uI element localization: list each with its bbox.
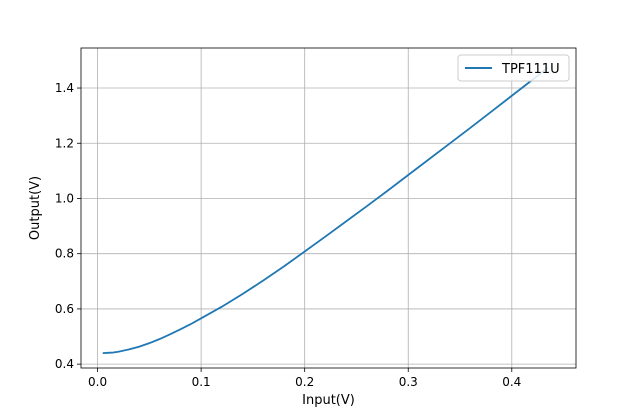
x-tick-label: 0.1 bbox=[192, 375, 211, 389]
x-axis-ticks: 0.0 0.1 0.2 0.3 0.4 bbox=[88, 368, 521, 389]
y-tick-label: 1.2 bbox=[55, 136, 74, 150]
grid bbox=[81, 48, 576, 368]
legend: TPF111U bbox=[457, 54, 570, 82]
x-tick-label: 0.0 bbox=[88, 375, 107, 389]
y-tick-label: 1.4 bbox=[55, 81, 74, 95]
x-tick-label: 0.4 bbox=[502, 375, 521, 389]
y-tick-label: 0.6 bbox=[55, 302, 74, 316]
series-line bbox=[102, 66, 549, 354]
x-tick-label: 0.3 bbox=[399, 375, 418, 389]
plot-frame bbox=[80, 47, 577, 369]
x-axis-label: Input(V) bbox=[302, 393, 355, 408]
legend-label-tpf111u: TPF111U bbox=[501, 62, 560, 77]
y-tick-label: 0.8 bbox=[55, 247, 74, 261]
y-tick-label: 0.4 bbox=[55, 357, 74, 371]
series-layer bbox=[102, 66, 549, 354]
y-axis-label: Output(V) bbox=[28, 176, 43, 240]
y-tick-label: 1.0 bbox=[55, 191, 74, 205]
legend-box bbox=[457, 54, 570, 82]
x-tick-label: 0.2 bbox=[295, 375, 314, 389]
y-axis-ticks: 0.4 0.6 0.8 1.0 1.2 1.4 bbox=[55, 81, 81, 371]
